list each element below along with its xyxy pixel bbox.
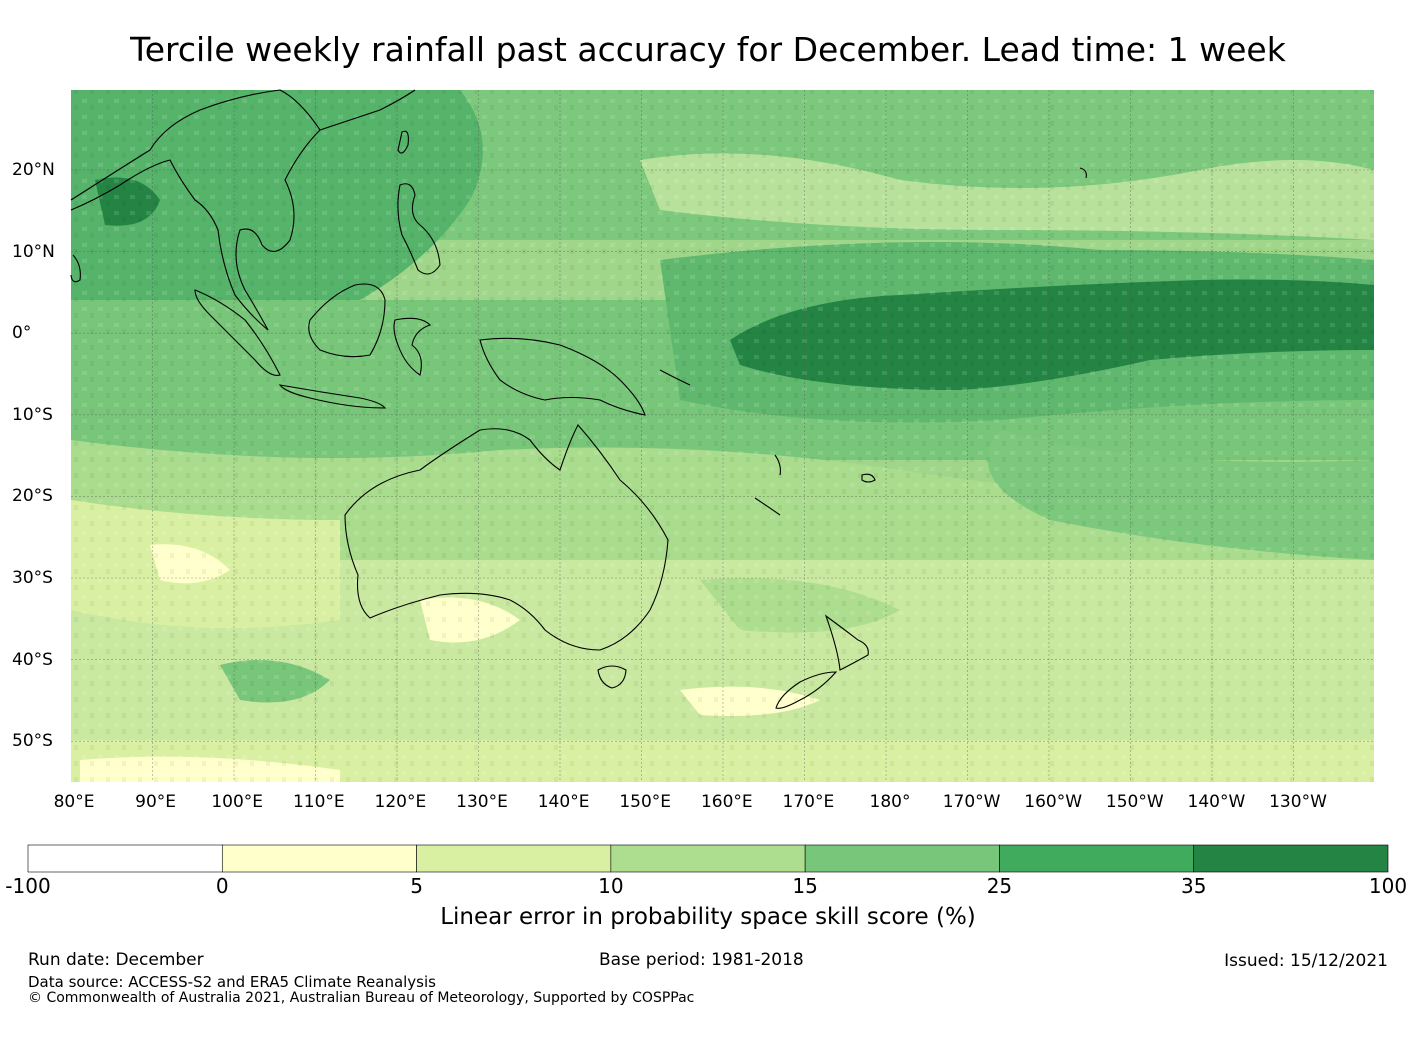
colorbar-segment [1193,844,1389,873]
coast-hawaii [1079,167,1087,179]
coast-sulawesi [393,317,432,376]
longitude-label: 130°W [1269,792,1327,812]
colorbar-segment [221,844,417,873]
base-period: Base period: 1981-2018 [599,950,804,970]
longitude-label: 90°E [135,792,177,812]
colorbar-label: Linear error in probability space skill … [440,904,976,930]
colorbar-tick-label: -100 [5,874,51,898]
latitude-label: 50°S [12,731,53,752]
coast-taiwan [397,130,409,154]
longitude-label: 100°E [211,792,264,812]
colorbar-tick-label: 35 [1180,874,1207,898]
coast-new-guinea [479,337,646,416]
coast-nz-south [775,671,838,709]
longitude-label: 180° [869,792,911,812]
gridlines [71,90,1374,782]
colorbar [27,844,1389,873]
longitude-label: 140°E [537,792,590,812]
longitude-label: 110°E [292,792,345,812]
colorbar-tick-label: 100 [1368,874,1408,898]
grid-texture [71,90,1374,782]
colorbar-segment [804,844,1000,873]
coast-borneo [308,283,386,358]
longitude-label: 80°E [53,792,95,812]
longitude-label: 140°W [1187,792,1246,812]
coast-vanuatu [774,454,781,476]
latitude-label: 10°S [12,404,53,425]
coast-china [319,89,416,131]
coast-australia [344,424,669,651]
longitude-label: 120°E [374,792,427,812]
longitude-label: 170°W [942,792,1001,812]
latitude-label: 0° [12,323,32,344]
map-plot-area [70,89,1374,782]
longitude-label: 160°E [700,792,753,812]
colorbar-tick-label: 15 [792,874,818,898]
colorbar-segment [610,844,806,873]
longitude-label: 170°E [782,792,835,812]
colorbar-tick-label: 25 [986,874,1013,898]
coast-nz-north [824,614,869,671]
coast-tasmania [597,665,627,689]
latitude-label: 40°S [12,649,53,670]
coast-solomons [659,369,691,386]
issued-date: Issued: 15/12/2021 [1224,951,1388,971]
latitude-label: 20°N [12,160,55,180]
longitude-label: 130°E [456,792,508,812]
colorbar-tick-label: 5 [410,874,423,898]
colorbar-tick-label: 10 [598,874,624,898]
coast-sri-lanka [70,254,81,283]
colorbar-segment [27,844,223,873]
colorbar-tick-label: 0 [215,874,229,898]
longitude-label: 150°E [619,792,672,812]
data-source: Data source: ACCESS-S2 and ERA5 Climate … [28,973,436,991]
latitude-label: 30°S [12,568,53,588]
colorbar-segment [416,844,612,873]
longitude-label: 160°W [1024,792,1083,812]
coast-mainland-seasia [70,89,321,331]
coast-java [278,384,387,409]
copyright: © Commonwealth of Australia 2021, Austra… [28,990,695,1006]
longitude-label: 150°W [1105,792,1164,812]
run-date: Run date: December [28,950,204,970]
colorbar-segment [999,844,1195,873]
latitude-label: 20°S [12,486,53,507]
coastlines [70,89,1087,709]
coast-philippines [397,183,441,275]
chart-title: Tercile weekly rainfall past accuracy fo… [130,30,1286,69]
coast-sumatra [194,289,281,376]
coast-fiji [861,473,876,483]
latitude-label: 10°N [12,241,55,262]
coast-new-caledonia [754,497,781,516]
